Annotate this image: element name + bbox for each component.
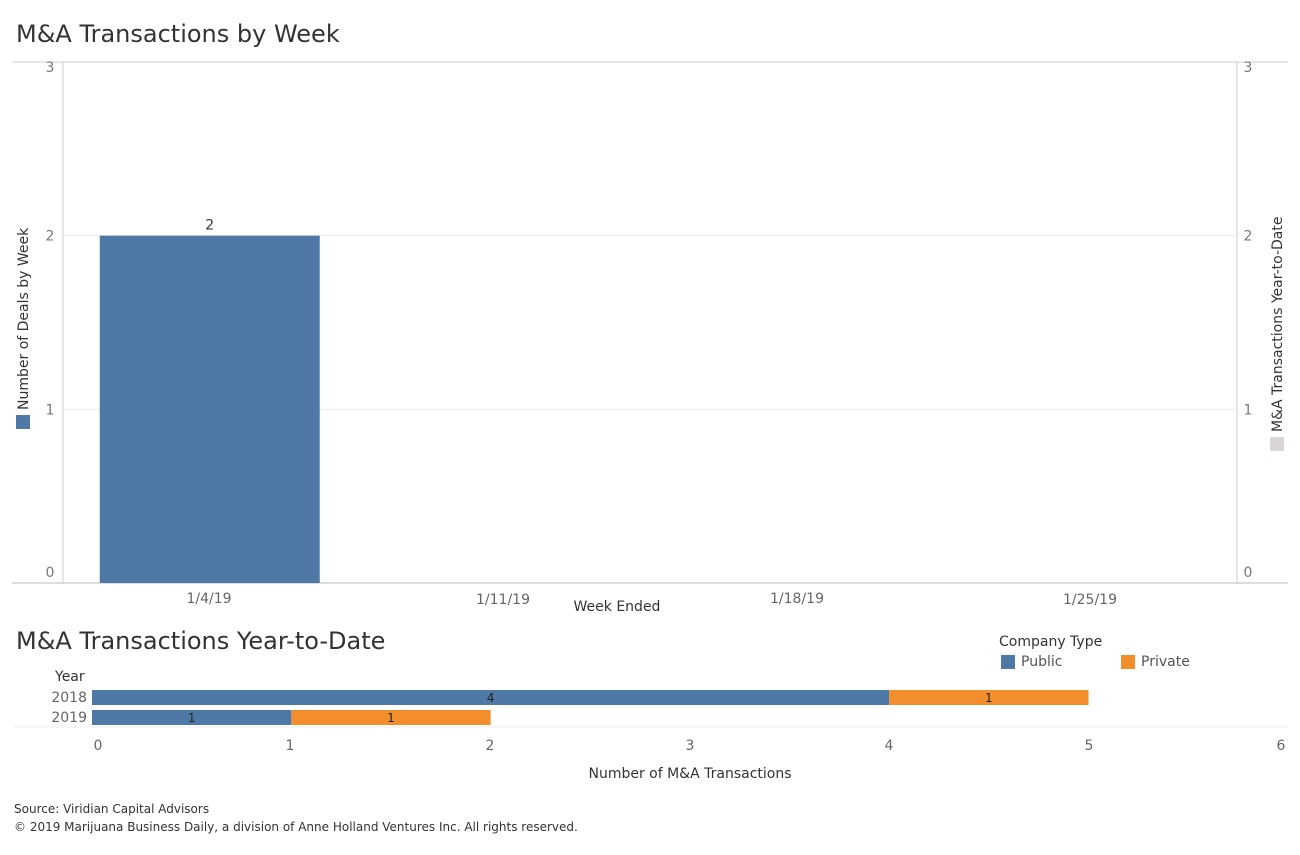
- x-tick-label-ytd: 6: [1277, 738, 1286, 754]
- x-axis-title: Week Ended: [574, 599, 661, 615]
- x-axis-title-ytd: Number of M&A Transactions: [588, 766, 791, 782]
- y-tick-label-left: 1: [46, 402, 55, 418]
- bar-2019-public: [92, 710, 292, 725]
- copyright-note: © 2019 Marijuana Business Daily, a divis…: [14, 820, 578, 834]
- x-tick-label: 1/4/19: [186, 591, 231, 607]
- x-tick-label-ytd: 0: [94, 738, 103, 754]
- y-tick-label-left: 3: [46, 60, 55, 76]
- segment-data-label: 4: [487, 691, 495, 705]
- chart-title-ytd: M&A Transactions Year-to-Date: [16, 627, 386, 655]
- row-label-2018: 2018: [51, 690, 87, 706]
- legend-title: Company Type: [999, 634, 1103, 650]
- source-note: Source: Viridian Capital Advisors: [14, 802, 210, 816]
- x-tick-label: 1/11/19: [476, 592, 530, 608]
- x-tick-label-ytd: 1: [286, 738, 295, 754]
- segment-data-label: 1: [387, 711, 395, 725]
- y-tick-label-left: 2: [46, 229, 55, 245]
- legend-label-public: Public: [1021, 654, 1063, 670]
- bar-2018-private: [889, 690, 1089, 705]
- y-tick-label-right: 1: [1244, 402, 1253, 418]
- x-tick-label: 1/18/19: [770, 591, 824, 607]
- bar-2019-private: [291, 710, 491, 725]
- y-axis-right-swatch: [1270, 437, 1284, 451]
- x-tick-label: 1/25/19: [1063, 592, 1117, 608]
- row-label-2019: 2019: [51, 710, 87, 726]
- y-tick-label-right: 0: [1244, 565, 1253, 581]
- legend-item-private[interactable]: Private: [1121, 654, 1190, 670]
- bar-data-label: 2: [205, 218, 214, 234]
- segment-data-label: 1: [188, 711, 196, 725]
- legend-label-private: Private: [1141, 654, 1190, 670]
- legend-swatch-private: [1121, 655, 1135, 669]
- segment-data-label: 1: [985, 691, 993, 705]
- y-tick-label-right: 2: [1244, 229, 1253, 245]
- x-tick-label-ytd: 4: [885, 738, 894, 754]
- bar-2018-public: [92, 690, 890, 705]
- bar-1/4/19: [99, 235, 320, 583]
- y-tick-label-right: 3: [1244, 60, 1253, 76]
- chart-title-weekly: M&A Transactions by Week: [16, 20, 340, 48]
- y-axis-right-title: M&A Transactions Year-to-Date: [1270, 217, 1286, 432]
- x-tick-label-ytd: 5: [1085, 738, 1094, 754]
- legend-swatch-public: [1001, 655, 1015, 669]
- y-axis-left-title: Number of Deals by Week: [16, 227, 32, 410]
- x-tick-label-ytd: 3: [686, 738, 695, 754]
- weekly-deals-chart: 0 0 1 1 2 2 3 3 2 1/4/19 1/11/19 1/18/19 1/25/19 Week…: [12, 60, 1288, 615]
- y-tick-label-left: 0: [46, 565, 55, 581]
- category-header: Year: [54, 669, 85, 685]
- y-axis-left-swatch: [16, 415, 30, 429]
- legend-item-public[interactable]: Public: [1001, 654, 1062, 670]
- x-tick-label-ytd: 2: [486, 738, 495, 754]
